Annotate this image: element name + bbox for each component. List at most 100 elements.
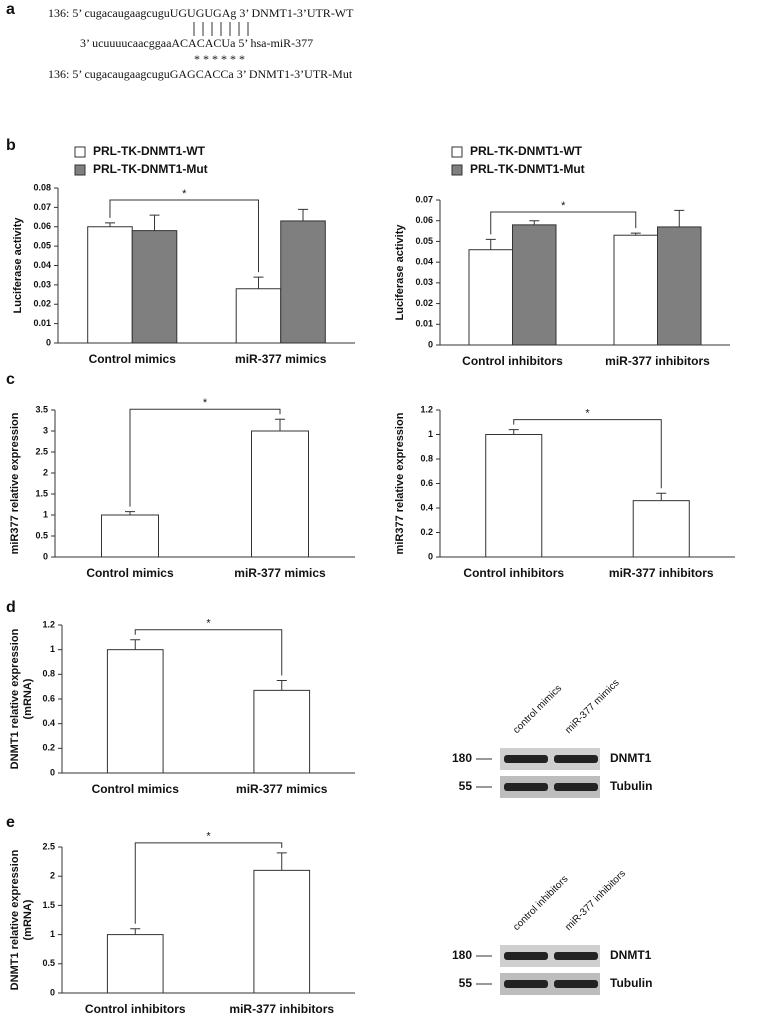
y-tick-label: 0.2 — [42, 743, 55, 753]
y-axis-label: (mRNA) — [22, 678, 34, 719]
error-bar — [529, 220, 540, 225]
sequence: 136: 5’ cugacaugaagcuguUGUGUGAg 3’ DNMT1… — [48, 6, 354, 20]
significance-bracket — [490, 211, 637, 235]
bar — [512, 224, 557, 346]
band — [504, 980, 548, 988]
band-label: Tubulin — [610, 779, 652, 793]
error-bar — [674, 209, 685, 227]
bar — [657, 226, 702, 346]
y-tick-label: 1.5 — [35, 488, 48, 498]
y-tick-label: 0.02 — [33, 299, 51, 309]
significance-mark: * — [585, 408, 590, 420]
y-tick-label: 0.04 — [33, 260, 51, 270]
legend-swatch — [74, 164, 86, 176]
blot-background — [500, 776, 600, 798]
y-tick-label: 0.01 — [33, 318, 51, 328]
significance-mark: * — [206, 831, 211, 843]
x-tick-label: miR-377 mimics — [236, 782, 328, 796]
bar — [101, 514, 159, 558]
band — [554, 952, 598, 960]
y-tick-label: 0.05 — [415, 236, 433, 246]
y-tick-label: 1 — [43, 509, 48, 519]
y-tick-label: 2 — [43, 467, 48, 477]
legend-swatch — [451, 164, 463, 176]
y-tick-label: 0.8 — [42, 669, 55, 679]
band-label: DNMT1 — [610, 751, 652, 765]
y-axis-label: Luciferase activity — [12, 217, 24, 314]
y-tick-label: 0 — [428, 339, 433, 349]
error-bar — [130, 928, 141, 935]
lane-label: miR-377 inhibitors — [563, 868, 628, 933]
y-tick-label: 2.5 — [42, 841, 55, 851]
marker-label: 180 — [452, 751, 472, 765]
error-bar — [656, 492, 667, 501]
marker-label: 55 — [459, 779, 473, 793]
y-axis-label: DNMT1 relative expression — [9, 849, 21, 990]
error-bar — [149, 214, 160, 231]
error-bar — [104, 222, 115, 227]
error-bar — [276, 680, 287, 691]
panel-label: a — [6, 1, 15, 18]
bar — [106, 649, 164, 774]
y-tick-label: 0.03 — [33, 279, 51, 289]
significance-mark: * — [206, 618, 211, 630]
bar — [251, 430, 309, 558]
bar — [253, 869, 311, 994]
blot-background — [500, 973, 600, 995]
panel-label: b — [6, 137, 16, 154]
x-tick-label: miR-377 mimics — [235, 352, 327, 366]
blot-background — [500, 748, 600, 770]
x-tick-label: miR-377 inhibitors — [229, 1002, 334, 1013]
band — [504, 755, 548, 763]
bar — [485, 434, 543, 558]
sequence: 136: 5’ cugacaugaagcuguGAGCACCa 3’ DNMT1… — [48, 67, 353, 81]
significance-bracket — [134, 629, 283, 676]
error-bar — [630, 232, 641, 236]
y-tick-label: 0.07 — [415, 194, 433, 204]
y-tick-label: 1 — [428, 429, 433, 439]
error-bar — [253, 276, 264, 289]
y-tick-label: 0.2 — [420, 527, 433, 537]
y-tick-label: 1 — [50, 644, 55, 654]
error-bar — [130, 639, 141, 650]
significance-bracket — [134, 842, 283, 924]
significance-mark: * — [561, 200, 566, 212]
legend-label: PRL-TK-DNMT1-WT — [470, 144, 583, 158]
panel-label: d — [6, 599, 16, 616]
bar — [106, 934, 164, 994]
band-label: DNMT1 — [610, 948, 652, 962]
y-tick-label: 0.4 — [42, 718, 55, 728]
error-bar — [485, 238, 496, 250]
y-tick-label: 0 — [43, 551, 48, 561]
y-tick-label: 0.08 — [33, 182, 51, 192]
marker-label: 55 — [459, 976, 473, 990]
y-tick-label: 0.5 — [42, 958, 55, 968]
bar — [280, 220, 326, 344]
legend-label: PRL-TK-DNMT1-WT — [93, 144, 206, 158]
y-tick-label: 0.07 — [33, 202, 51, 212]
band — [554, 980, 598, 988]
band — [554, 783, 598, 791]
x-tick-label: Control inhibitors — [85, 1002, 186, 1013]
blot-background — [500, 945, 600, 967]
bar — [632, 500, 690, 558]
base-pairing — [193, 22, 249, 36]
band — [504, 952, 548, 960]
y-tick-label: 0 — [50, 767, 55, 777]
y-tick-label: 0.05 — [33, 241, 51, 251]
marker-label: 180 — [452, 948, 472, 962]
panel-label: e — [6, 814, 15, 831]
significance-bracket — [109, 199, 259, 273]
sequence: * * * * * * — [194, 52, 245, 66]
band — [554, 755, 598, 763]
y-tick-label: 0.06 — [415, 215, 433, 225]
bar — [613, 234, 658, 346]
error-bar — [276, 852, 287, 871]
y-tick-label: 0.06 — [33, 221, 51, 231]
lane-label: control inhibitors — [511, 874, 570, 933]
y-tick-label: 0.04 — [415, 257, 433, 267]
y-tick-label: 2 — [50, 871, 55, 881]
y-tick-label: 0.02 — [415, 298, 433, 308]
sequence: 3’ ucuuuucaacggaaACACACUa 5’ hsa-miR-377 — [80, 36, 313, 50]
